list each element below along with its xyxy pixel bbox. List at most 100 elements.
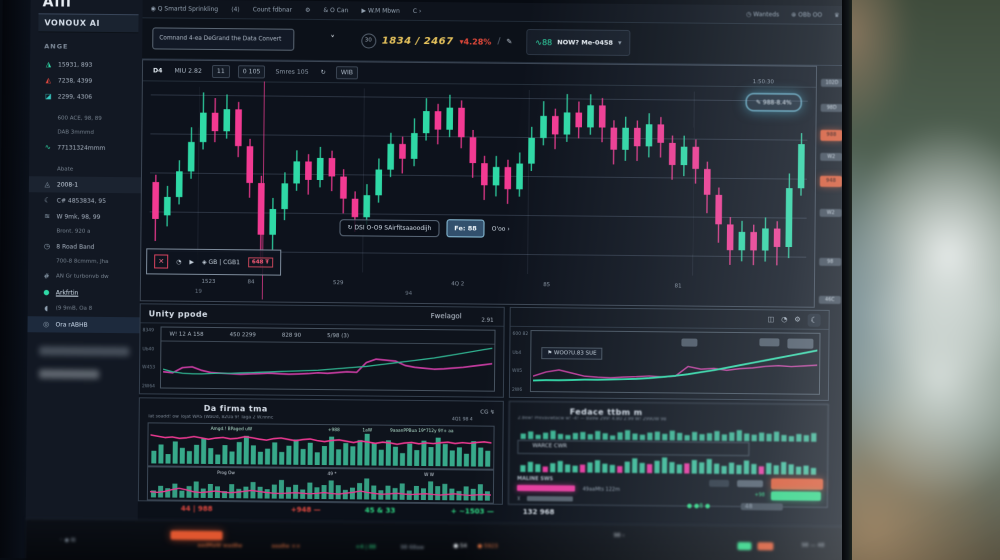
chart-overlay-controls: ↻ DSI O-O9 SAirfitsaaoodijh Fe: 88 O'oo … xyxy=(339,218,510,238)
sidebar-item[interactable]: 700-8 8cmmm, Jha xyxy=(56,258,109,265)
clock-icon: ◷ xyxy=(43,242,50,251)
stat-value: + ~1503 — xyxy=(450,507,494,516)
sidebar-item[interactable]: # AN Gr turbonvb dw xyxy=(43,272,109,281)
sidebar-item[interactable]: ◬ 2008-1 xyxy=(28,176,141,194)
overlay-fee-button[interactable]: Fe: 88 xyxy=(446,219,485,238)
pair-label: ◈ GB | CGB1 xyxy=(202,258,240,266)
overlay-more[interactable]: O'oo › xyxy=(491,225,510,233)
pink-progress-bar[interactable] xyxy=(516,484,576,492)
menu-item[interactable]: Count fdbnar xyxy=(252,5,293,14)
gray-button[interactable] xyxy=(737,480,764,488)
stat-value: 44 | 988 xyxy=(180,504,213,513)
unity-lines xyxy=(162,343,493,389)
sidebar-item[interactable]: Abate xyxy=(57,166,74,173)
candles xyxy=(149,86,808,276)
sidebar-item[interactable]: ☾ C# 4853834, 95 xyxy=(44,196,107,205)
timeframe-badge[interactable]: 30 xyxy=(360,32,376,49)
chart-clock: 1:50:30 xyxy=(752,79,774,86)
pointer-icon[interactable]: ▶ xyxy=(189,258,195,266)
line-chart-box[interactable]: ⚑ WOO?U.83 SUE xyxy=(529,330,821,395)
orange-status-pill[interactable] xyxy=(170,530,223,541)
hash-icon: # xyxy=(43,272,50,281)
momentum-lines xyxy=(532,346,818,392)
price-pair: 1834 / 2467 xyxy=(381,35,454,47)
chevron-down-icon: ▾ xyxy=(617,38,622,47)
sidebar-item[interactable]: Bront. 920 a xyxy=(56,228,91,235)
gear-icon[interactable]: ⚙ xyxy=(305,6,311,14)
main-area: ◉ Q Smartd Sprinkling ⟨4⟩ Count fdbnar ⚙… xyxy=(137,0,845,560)
sidebar-item[interactable]: ◮ 15931, 893 xyxy=(45,60,93,69)
sidebar-item[interactable]: ◎ Ora rABHB xyxy=(27,316,140,334)
order-price-tag[interactable]: 988 xyxy=(820,129,843,142)
moon-icon[interactable]: ☾ xyxy=(807,313,821,327)
corner-value: 2.91 xyxy=(481,317,494,324)
chart-up-icon: ◮ xyxy=(45,60,52,69)
chevron-down-icon[interactable]: ˅ xyxy=(330,35,335,46)
buy-button[interactable] xyxy=(770,491,821,501)
indicator-panels: Unity ppode Fwelagol 2.91 8349 Ub40 W453… xyxy=(137,303,830,511)
moon-icon: ☾ xyxy=(44,196,51,205)
hourglass-icon[interactable]: ◔ xyxy=(176,258,182,266)
sidebar-item[interactable]: ◭ 7238, 4399 xyxy=(45,76,93,85)
candlestick-plot[interactable]: ↻ DSI O-O9 SAirfitsaaoodijh Fe: 88 O'oo … xyxy=(149,81,808,300)
sidebar-item[interactable]: ≋ W 9mk, 98, 99 xyxy=(44,212,101,221)
alert-badge: 648 Ŧ xyxy=(247,257,274,268)
interval-button[interactable]: 11 xyxy=(211,64,230,78)
crown-icon[interactable]: ♛ xyxy=(834,11,840,19)
sidebar-item[interactable]: 600 ACE, 98, 89 xyxy=(57,115,102,122)
pen-icon[interactable]: ✎ xyxy=(506,37,513,46)
volume-chart-a[interactable]: Amgd.! BPaged uW +988 1aW 9aaanPPBua 19*… xyxy=(147,422,495,470)
symbol-chip[interactable]: ∿88 NOW? Me-0458 ▾ xyxy=(526,28,631,56)
menu-item[interactable]: ⟨4⟩ xyxy=(231,5,240,13)
wib-button[interactable]: WIB xyxy=(335,65,359,79)
sidebar-item[interactable]: ◷ 8 Road Band xyxy=(43,242,95,251)
time-axis: 1523 84 529 4Q 2 85 81 19 94 xyxy=(194,278,682,297)
chart-toolbar: D4 MIU 2.82 11 0 105 Smres 105 ↻ WIB xyxy=(142,60,817,88)
half-circle-icon: ◖ xyxy=(44,304,49,313)
menu-item[interactable]: C › xyxy=(412,7,422,15)
orange-pill[interactable] xyxy=(757,542,774,551)
command-search-input[interactable]: Comnand 4-ea DeGrand the Data Convert xyxy=(152,27,295,51)
menu-item[interactable]: ◉ Q Smartd Sprinkling xyxy=(150,4,219,13)
plus-menu-item[interactable]: ⊕ OBb OO xyxy=(791,11,823,19)
badge xyxy=(787,338,814,349)
volume-chart-b[interactable]: Prog Ow 49 * W W xyxy=(146,466,495,504)
toggle-icon[interactable]: ⊻ xyxy=(516,495,521,502)
line-chart-box[interactable]: W! 12 A 158 450 2299 828 90 5/98 (3) xyxy=(159,326,496,392)
sidebar-item[interactable]: ◪ 2299, 4306 xyxy=(44,92,93,101)
sell-button[interactable] xyxy=(771,478,824,490)
price-axis[interactable]: 102D 98D 988 W2 948 W2 98 46C xyxy=(817,66,845,308)
close-tool-icon[interactable]: ✕ xyxy=(154,254,169,269)
background xyxy=(845,0,1000,560)
overlay-info-box[interactable]: ↻ DSI O-O9 SAirfitsaaoodijh xyxy=(339,218,440,237)
grid-icon[interactable]: ◫ xyxy=(767,315,775,324)
progress-row: 49aaMts 122m xyxy=(516,484,620,492)
monitor-bezel xyxy=(842,0,852,560)
badge xyxy=(759,338,780,347)
stat-value: +948 — xyxy=(290,505,321,515)
user-icon[interactable]: ◔ xyxy=(781,315,788,324)
menu-item[interactable]: ▶ W.M Mbwn xyxy=(361,6,400,15)
dark-button[interactable] xyxy=(709,479,730,487)
timeframe-button[interactable]: D4 xyxy=(152,66,163,74)
indicator-button[interactable]: MIU 2.82 xyxy=(174,67,202,75)
gear-icon[interactable]: ⚙ xyxy=(794,315,801,324)
clock-menu-item[interactable]: ◷ Wanteds xyxy=(746,10,780,18)
sidebar-item[interactable]: ◖ (9 9mB, Oa 8 xyxy=(28,300,140,317)
wave-icon: ≋ xyxy=(44,212,51,221)
interval-button[interactable]: 0 105 xyxy=(237,64,266,78)
gray-bar[interactable] xyxy=(527,496,574,502)
sidebar-item-active[interactable]: ● Arkfrtin xyxy=(43,288,79,297)
order-price-tag[interactable]: 948 xyxy=(819,175,843,188)
refresh-icon[interactable]: ↻ xyxy=(320,68,326,76)
flask-icon: ◬ xyxy=(44,180,51,189)
settings-label[interactable]: Smres 105 xyxy=(275,68,309,76)
green-pill[interactable] xyxy=(737,542,752,551)
sidebar-item[interactable]: DAB 3mmmd xyxy=(57,129,94,136)
sidebar-section-label: ANGE xyxy=(44,42,69,51)
sparkline-icon: ∿88 xyxy=(535,37,553,47)
menu-item[interactable]: & O Can xyxy=(323,6,349,14)
sidebar-item[interactable]: ∿ 77131324mmm xyxy=(44,143,106,152)
panel-link[interactable]: Fwelagol xyxy=(430,312,462,321)
